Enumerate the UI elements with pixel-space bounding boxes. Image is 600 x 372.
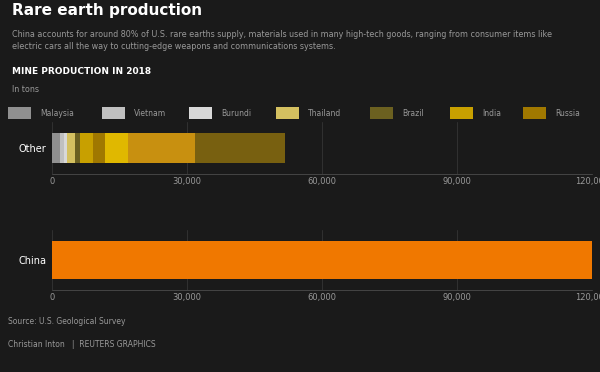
Text: Christian Inton   |  REUTERS GRAPHICS: Christian Inton | REUTERS GRAPHICS (8, 340, 155, 349)
Bar (195, 133, 285, 163)
Bar (94, 133, 105, 163)
Text: China accounts for around 80% of U.S. rare earths supply, materials used in many: China accounts for around 80% of U.S. ra… (12, 31, 552, 51)
Bar (189, 108, 212, 119)
Bar (276, 108, 299, 119)
Bar (60, 133, 64, 163)
Bar (52, 133, 60, 163)
Text: Thailand: Thailand (308, 109, 341, 118)
Text: Rare earth production: Rare earth production (12, 3, 202, 18)
Bar (450, 108, 473, 119)
Bar (102, 108, 125, 119)
Text: Burundi: Burundi (221, 109, 251, 118)
Bar (370, 108, 394, 119)
Text: Brazil: Brazil (402, 109, 424, 118)
Bar (67, 133, 76, 163)
Text: MINE PRODUCTION IN 2018: MINE PRODUCTION IN 2018 (12, 67, 151, 76)
Text: Source: U.S. Geological Survey: Source: U.S. Geological Survey (8, 317, 125, 327)
Bar (8, 108, 31, 119)
Bar (80, 133, 94, 163)
Bar (76, 133, 80, 163)
Text: In tons: In tons (12, 86, 39, 94)
Bar (105, 133, 128, 163)
Text: Russia: Russia (555, 109, 580, 118)
Bar (523, 108, 547, 119)
Bar (52, 241, 592, 279)
Bar (128, 133, 195, 163)
Text: Malaysia: Malaysia (40, 109, 74, 118)
Text: India: India (482, 109, 501, 118)
Bar (64, 133, 67, 163)
Text: Vietnam: Vietnam (134, 109, 166, 118)
